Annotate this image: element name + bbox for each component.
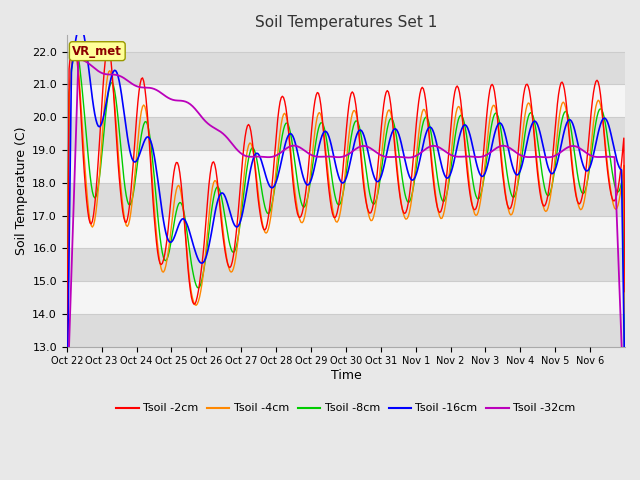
Tsoil -8cm: [474, 196, 482, 202]
Tsoil -16cm: [376, 176, 384, 181]
Tsoil -8cm: [376, 176, 384, 181]
Tsoil -4cm: [403, 216, 411, 221]
Tsoil -2cm: [621, 289, 629, 295]
Tsoil -8cm: [300, 204, 307, 210]
Tsoil -32cm: [376, 152, 384, 158]
Tsoil -2cm: [474, 197, 482, 203]
Tsoil -16cm: [571, 128, 579, 134]
Bar: [67, 52, 625, 84]
Tsoil -4cm: [300, 218, 307, 224]
Tsoil -4cm: [621, 310, 629, 316]
Line: Tsoil -8cm: Tsoil -8cm: [67, 51, 625, 411]
Tsoil -32cm: [403, 155, 411, 160]
Tsoil -8cm: [403, 198, 411, 204]
Tsoil -32cm: [474, 154, 482, 160]
Tsoil -4cm: [376, 166, 384, 171]
Bar: [67, 117, 625, 150]
Tsoil -2cm: [237, 168, 245, 174]
Tsoil -16cm: [63, 428, 70, 433]
Line: Tsoil -16cm: Tsoil -16cm: [67, 26, 625, 431]
Tsoil -2cm: [63, 426, 70, 432]
Bar: [67, 150, 625, 183]
Tsoil -8cm: [72, 48, 80, 54]
Tsoil -4cm: [63, 441, 70, 447]
Tsoil -16cm: [237, 215, 245, 220]
Tsoil -32cm: [237, 151, 245, 156]
Tsoil -2cm: [68, 39, 76, 45]
Bar: [67, 84, 625, 117]
Line: Tsoil -2cm: Tsoil -2cm: [67, 42, 625, 429]
Tsoil -16cm: [474, 167, 482, 172]
Tsoil -8cm: [237, 209, 245, 215]
Bar: [67, 248, 625, 281]
Tsoil -32cm: [75, 56, 83, 62]
Tsoil -4cm: [71, 45, 79, 51]
Tsoil -16cm: [621, 394, 629, 399]
X-axis label: Time: Time: [330, 369, 361, 382]
Tsoil -16cm: [403, 166, 411, 172]
Bar: [67, 183, 625, 216]
Tsoil -2cm: [571, 186, 579, 192]
Line: Tsoil -4cm: Tsoil -4cm: [67, 48, 625, 444]
Tsoil -2cm: [376, 137, 384, 143]
Tsoil -32cm: [621, 432, 629, 438]
Title: Soil Temperatures Set 1: Soil Temperatures Set 1: [255, 15, 437, 30]
Tsoil -4cm: [237, 200, 245, 205]
Text: VR_met: VR_met: [72, 45, 122, 58]
Tsoil -8cm: [621, 408, 629, 414]
Bar: [67, 281, 625, 314]
Y-axis label: Soil Temperature (C): Soil Temperature (C): [15, 127, 28, 255]
Tsoil -2cm: [300, 204, 307, 210]
Tsoil -32cm: [571, 144, 579, 149]
Tsoil -8cm: [63, 369, 70, 375]
Tsoil -16cm: [300, 175, 307, 180]
Legend: Tsoil -2cm, Tsoil -4cm, Tsoil -8cm, Tsoil -16cm, Tsoil -32cm: Tsoil -2cm, Tsoil -4cm, Tsoil -8cm, Tsoi…: [112, 399, 580, 418]
Tsoil -4cm: [571, 183, 579, 189]
Bar: [67, 216, 625, 248]
Tsoil -8cm: [571, 153, 579, 159]
Tsoil -32cm: [63, 413, 70, 419]
Tsoil -16cm: [77, 23, 84, 29]
Bar: [67, 314, 625, 347]
Tsoil -4cm: [474, 209, 482, 215]
Tsoil -32cm: [300, 147, 307, 153]
Tsoil -2cm: [403, 206, 411, 212]
Line: Tsoil -32cm: Tsoil -32cm: [67, 59, 625, 435]
